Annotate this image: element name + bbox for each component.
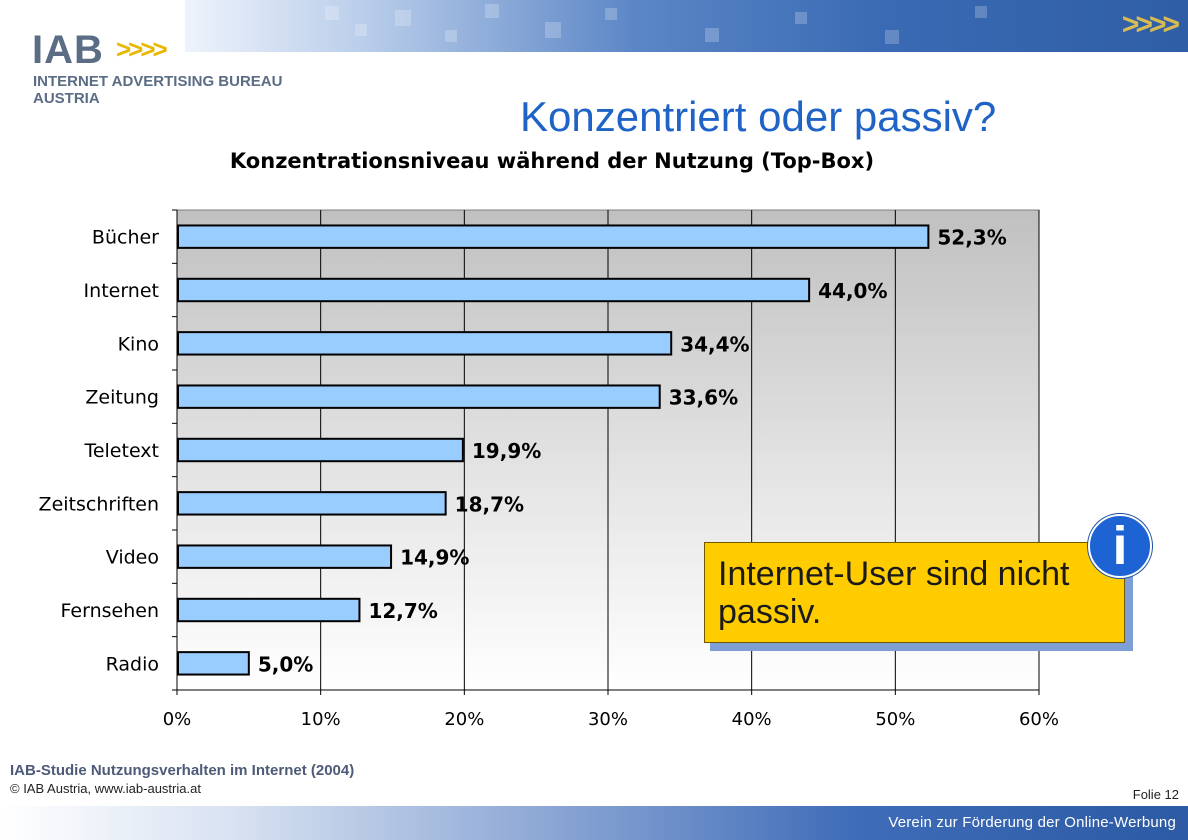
bar-data-label: 14,9%: [400, 546, 469, 570]
bar: [177, 491, 447, 516]
bar-chart: Konzentrationsniveau während der Nutzung…: [39, 149, 1059, 730]
bottom-banner: Verein zur Förderung der Online-Werbung: [0, 806, 1188, 840]
info-callout: Internet-User sind nicht passiv.: [704, 542, 1125, 643]
bar: [177, 597, 361, 623]
logo-org-name: INTERNET ADVERTISING BUREAU: [33, 73, 283, 90]
bar-data-label: 52,3%: [937, 226, 1006, 250]
bar-labels: 52,3% 44,0% 34,4% 33,6% 19,9% 18,7% 14,9% 12,7%…: [258, 226, 1007, 677]
logo-country: AUSTRIA: [33, 90, 100, 107]
category-label: Fernsehen: [61, 600, 159, 622]
slide-number: Folie 12: [1132, 787, 1179, 802]
category-label: Internet: [84, 280, 159, 302]
category-label: Video: [106, 547, 159, 569]
bar: [177, 544, 393, 569]
category-label: Zeitschriften: [39, 493, 159, 515]
bars: [177, 224, 930, 676]
callout-text: Internet-User sind nicht passiv.: [718, 555, 1070, 631]
bar-data-label: 19,9%: [472, 439, 541, 463]
x-tick-label: 0%: [163, 709, 192, 730]
x-tick-label: 50%: [875, 709, 915, 730]
bar: [177, 437, 464, 463]
category-label: Zeitung: [85, 387, 159, 409]
category-labels: Bücher Internet Kino Zeitung Teletext Zeitsch…: [39, 227, 160, 676]
category-label: Radio: [106, 653, 159, 675]
bar-data-label: 5,0%: [258, 652, 313, 676]
x-tick-label: 10%: [301, 709, 341, 730]
top-banner: >>>>: [185, 0, 1188, 52]
bar: [177, 384, 661, 409]
category-label: Kino: [118, 333, 159, 355]
logo-wordmark: IAB: [32, 28, 104, 72]
x-tick-label: 20%: [444, 709, 484, 730]
bar-data-label: 44,0%: [818, 279, 887, 303]
info-icon: i: [1088, 514, 1152, 578]
x-tick-label: 40%: [732, 709, 772, 730]
category-label: Bücher: [92, 227, 159, 249]
category-label: Teletext: [83, 440, 159, 462]
x-tick-label: 60%: [1019, 709, 1059, 730]
x-axis-ticks: 0% 10% 20% 30% 40% 50% 60%: [163, 209, 1059, 730]
bar: [177, 277, 811, 303]
x-tick-label: 30%: [588, 709, 628, 730]
copyright-note: © IAB Austria, www.iab-austria.at: [10, 781, 201, 796]
source-note: IAB-Studie Nutzungsverhalten im Internet…: [10, 762, 355, 779]
bar-data-label: 34,4%: [680, 332, 749, 356]
slide-title: Konzentriert oder passiv?: [520, 93, 997, 140]
chart-title: Konzentrationsniveau während der Nutzung…: [230, 149, 874, 173]
bar-data-label: 33,6%: [669, 386, 738, 410]
bar: [177, 224, 930, 249]
bar: [177, 331, 673, 356]
banner-chevron-icon: >>>>: [1121, 8, 1180, 41]
iab-logo: IAB >>>> INTERNET ADVERTISING BUREAU AUS…: [32, 30, 292, 110]
bar-data-label: 12,7%: [368, 599, 437, 623]
logo-chevron-icon: >>>>: [116, 34, 168, 64]
bottom-banner-text: Verein zur Förderung der Online-Werbung: [888, 814, 1176, 831]
bar: [177, 651, 250, 676]
bar-data-label: 18,7%: [455, 492, 524, 516]
